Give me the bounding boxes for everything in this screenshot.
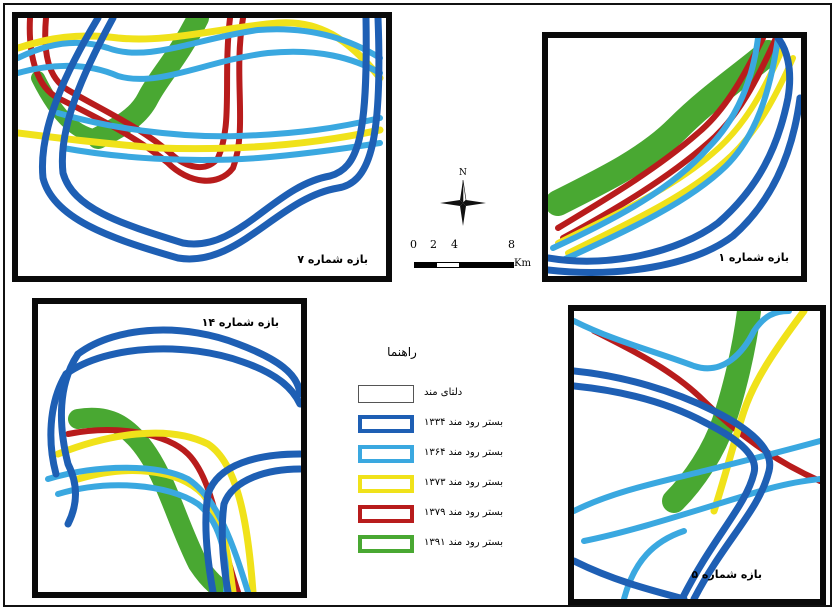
river-1379-bank-outer xyxy=(26,18,246,184)
river-1373-bank-inner xyxy=(18,126,384,153)
legend-item-1391: بستر رود مند ۱۳۹۱ xyxy=(352,535,542,557)
river-1334-bank-outer xyxy=(74,326,301,398)
panel-reach-14: بازه شماره ۱۴ xyxy=(32,298,307,598)
river-1364-bank-inner xyxy=(560,38,781,263)
scale-bar: 0 2 4 8 Km xyxy=(410,238,531,278)
river-1334-bank-outer xyxy=(574,367,774,599)
river-1334-bank-outer xyxy=(38,18,383,263)
river-1334-bank-inner xyxy=(62,345,301,408)
river-1364-bank-outer xyxy=(45,464,251,592)
legend-swatch-1334 xyxy=(358,415,414,433)
river-1364-bank-lower-2 xyxy=(581,476,820,544)
reach-5-label: بازه شماره ۵ xyxy=(691,568,762,581)
river-1373-bank-inner xyxy=(565,55,796,256)
river-1364-bank-outer xyxy=(550,38,761,251)
reach-7-label: بازه شماره ۷ xyxy=(297,253,368,266)
reach-5-map xyxy=(574,311,820,599)
legend-swatch-delta xyxy=(358,385,414,403)
river-1373-bank-outer xyxy=(54,429,257,592)
river-1364-bank-lower-2 xyxy=(60,140,383,163)
river-1334-bank-inner xyxy=(58,18,370,248)
river-1364-bank-lower xyxy=(574,438,820,514)
legend-label-1364: بستر رود مند ۱۳۶۴ xyxy=(424,447,503,458)
panel-reach-7: بازه شماره ۷ xyxy=(12,12,392,282)
scale-bar-segments xyxy=(414,262,514,268)
river-1334-bank-lower xyxy=(574,557,688,599)
scale-tick-0: 0 xyxy=(410,238,417,251)
legend-label-1391: بستر رود مند ۱۳۹۱ xyxy=(424,537,503,548)
north-arrow: N xyxy=(438,168,488,228)
legend: راهنما دلتای مند بستر رود مند ۱۳۳۴ بستر … xyxy=(352,345,542,565)
panel-reach-5: بازه شماره ۵ xyxy=(568,305,826,605)
scale-tick-2: 2 xyxy=(430,238,437,251)
legend-label-1373: بستر رود مند ۱۳۷۳ xyxy=(424,477,503,488)
river-1334-loop-inner xyxy=(47,370,70,478)
legend-item-delta: دلتای مند xyxy=(352,385,542,407)
legend-title: راهنما xyxy=(387,345,417,359)
compass-icon xyxy=(440,179,486,226)
river-1364-loop xyxy=(621,528,687,599)
reach-14-label: بازه شماره ۱۴ xyxy=(201,316,279,329)
river-1364-bank-lower xyxy=(55,110,383,140)
reach-7-map xyxy=(18,18,384,263)
river-1391-channel xyxy=(548,40,781,216)
legend-label-delta: دلتای مند xyxy=(424,387,463,398)
river-1379-bank-outer xyxy=(591,328,820,484)
legend-item-1334: بستر رود مند ۱۳۳۴ xyxy=(352,415,542,437)
reach-14-map xyxy=(45,326,301,592)
river-1334-bank-right-outer xyxy=(202,450,301,592)
legend-swatch-1379 xyxy=(358,505,414,523)
reach-1-label: بازه شماره ۱ xyxy=(718,251,789,264)
legend-label-1334: بستر رود مند ۱۳۳۴ xyxy=(424,417,503,428)
reach-1-map xyxy=(548,38,801,276)
scale-unit: Km xyxy=(514,258,531,269)
river-1379-bank-outer xyxy=(555,38,766,231)
legend-swatch-1364 xyxy=(358,445,414,463)
river-1379-bank-inner xyxy=(560,38,779,241)
legend-swatch-1373 xyxy=(358,475,414,493)
legend-item-1364: بستر رود مند ۱۳۶۴ xyxy=(352,445,542,467)
river-1364-bank-outer xyxy=(574,311,792,372)
river-1334-bank-inner xyxy=(574,382,759,599)
river-1364-bank-outer xyxy=(18,26,383,61)
scale-tick-8: 8 xyxy=(508,238,515,251)
river-1334-bank-inner xyxy=(548,94,801,276)
legend-item-1379: بستر رود مند ۱۳۷۹ xyxy=(352,505,542,527)
legend-swatch-1391 xyxy=(358,535,414,553)
legend-item-1373: بستر رود مند ۱۳۷۳ xyxy=(352,475,542,497)
river-1334-bank-right-inner xyxy=(218,465,301,592)
legend-label-1379: بستر رود مند ۱۳۷۹ xyxy=(424,507,503,518)
river-1334-bank-outer xyxy=(548,38,794,265)
scale-tick-4: 4 xyxy=(451,238,458,251)
panel-reach-1: بازه شماره ۱ xyxy=(542,32,807,282)
river-1379-bank-inner xyxy=(42,18,233,170)
river-1373-bank-outer xyxy=(710,311,808,515)
north-arrow-label: N xyxy=(459,168,467,178)
